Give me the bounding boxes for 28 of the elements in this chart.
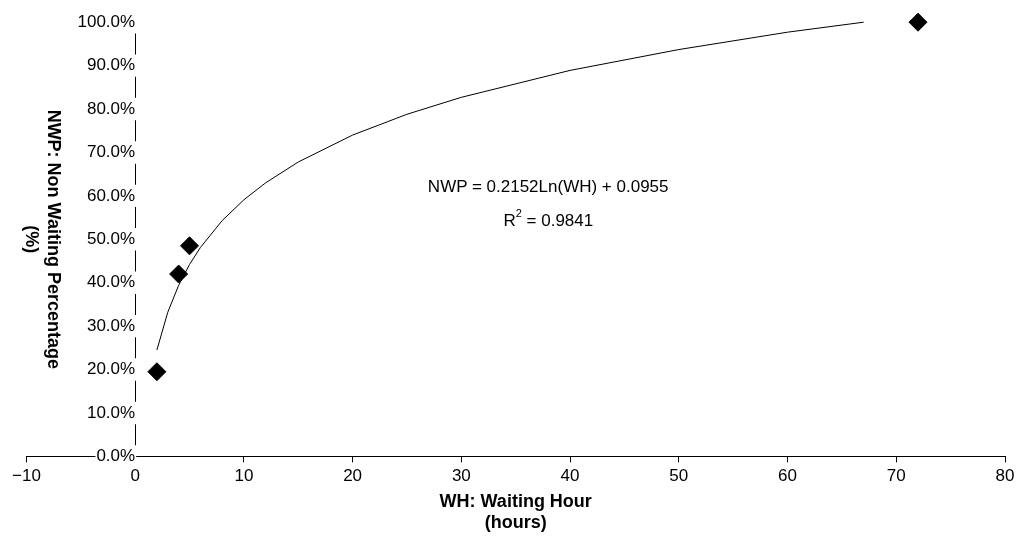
y-tick-label: 50.0% [86, 228, 136, 248]
x-tick-label: 30 [451, 466, 471, 486]
annotation: NWP = 0.2152Ln(WH) + 0.0955 [427, 176, 669, 196]
x-tick-label: 40 [560, 466, 580, 486]
y-tick-label: 70.0% [86, 142, 136, 162]
point [908, 12, 928, 32]
point [169, 264, 189, 284]
y-tick-label: 60.0% [86, 185, 136, 205]
y-tick-label: 10.0% [86, 402, 136, 422]
y-axis-title: NWP: Non Waiting Percentage (%) [22, 109, 64, 369]
x-tick-label: 50 [669, 466, 689, 486]
x-tick-label: 20 [343, 466, 363, 486]
x-tick-label: 0 [130, 466, 140, 486]
y-tick-label: 40.0% [86, 272, 136, 292]
x-tick-label: 60 [778, 466, 797, 486]
y-tick-label: 0.0% [96, 446, 136, 466]
x-tick-label: 70 [886, 466, 906, 486]
point [180, 236, 200, 256]
point [147, 362, 167, 382]
y-tick-label: 90.0% [86, 55, 136, 75]
x-tick-label: 80 [995, 466, 1015, 486]
y-tick-label: 30.0% [86, 315, 136, 335]
x-tick-label: −10 [12, 466, 41, 486]
y-tick-label: 20.0% [86, 359, 136, 379]
x-tick-label: 10 [234, 466, 254, 486]
y-tick-label: 100.0% [77, 11, 136, 31]
y-tick-label: 80.0% [86, 98, 136, 118]
x-axis-title: WH: Waiting Hour (hours) [439, 490, 592, 533]
